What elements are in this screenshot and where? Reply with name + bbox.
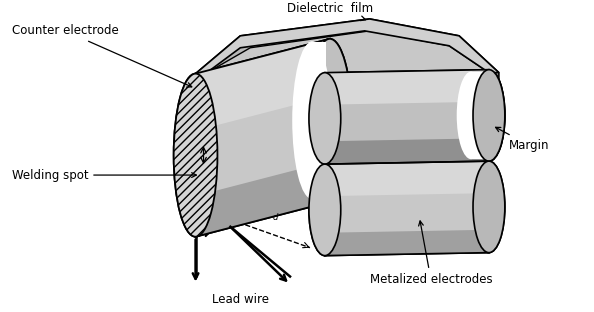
Ellipse shape bbox=[473, 70, 505, 161]
Text: Metalized electrodes: Metalized electrodes bbox=[369, 221, 492, 286]
Polygon shape bbox=[325, 161, 489, 256]
Polygon shape bbox=[195, 19, 499, 237]
Polygon shape bbox=[312, 42, 326, 199]
Ellipse shape bbox=[457, 72, 485, 159]
Polygon shape bbox=[195, 19, 499, 74]
Polygon shape bbox=[325, 161, 489, 256]
Polygon shape bbox=[195, 161, 330, 237]
Ellipse shape bbox=[173, 74, 217, 237]
Polygon shape bbox=[195, 39, 330, 131]
Polygon shape bbox=[195, 39, 330, 237]
Polygon shape bbox=[471, 72, 487, 159]
Ellipse shape bbox=[457, 72, 485, 159]
Ellipse shape bbox=[292, 42, 331, 199]
Polygon shape bbox=[325, 70, 489, 105]
Polygon shape bbox=[325, 70, 489, 164]
Ellipse shape bbox=[309, 164, 341, 256]
Polygon shape bbox=[195, 161, 330, 237]
Polygon shape bbox=[312, 42, 326, 199]
Polygon shape bbox=[325, 161, 489, 196]
Polygon shape bbox=[206, 31, 489, 237]
Polygon shape bbox=[195, 39, 330, 131]
Ellipse shape bbox=[308, 39, 352, 202]
Ellipse shape bbox=[309, 73, 341, 164]
Text: Welding spot: Welding spot bbox=[12, 168, 197, 182]
Ellipse shape bbox=[473, 161, 505, 253]
Text: Counter electrode: Counter electrode bbox=[12, 24, 192, 87]
Text: Margin: Margin bbox=[495, 127, 549, 152]
Ellipse shape bbox=[309, 164, 341, 256]
Polygon shape bbox=[325, 70, 489, 105]
Ellipse shape bbox=[473, 161, 505, 253]
Ellipse shape bbox=[309, 73, 341, 164]
Text: d: d bbox=[272, 213, 277, 222]
Text: Lead wire: Lead wire bbox=[212, 293, 269, 306]
Polygon shape bbox=[471, 72, 487, 159]
Polygon shape bbox=[325, 138, 489, 164]
Polygon shape bbox=[325, 138, 489, 164]
Text: Dielectric  film: Dielectric film bbox=[287, 2, 373, 21]
Ellipse shape bbox=[173, 74, 217, 237]
Polygon shape bbox=[195, 39, 330, 237]
Ellipse shape bbox=[292, 42, 331, 199]
Polygon shape bbox=[325, 230, 489, 256]
Polygon shape bbox=[325, 161, 489, 196]
Ellipse shape bbox=[473, 70, 505, 161]
Polygon shape bbox=[325, 230, 489, 256]
Ellipse shape bbox=[308, 39, 352, 202]
Polygon shape bbox=[325, 70, 489, 164]
